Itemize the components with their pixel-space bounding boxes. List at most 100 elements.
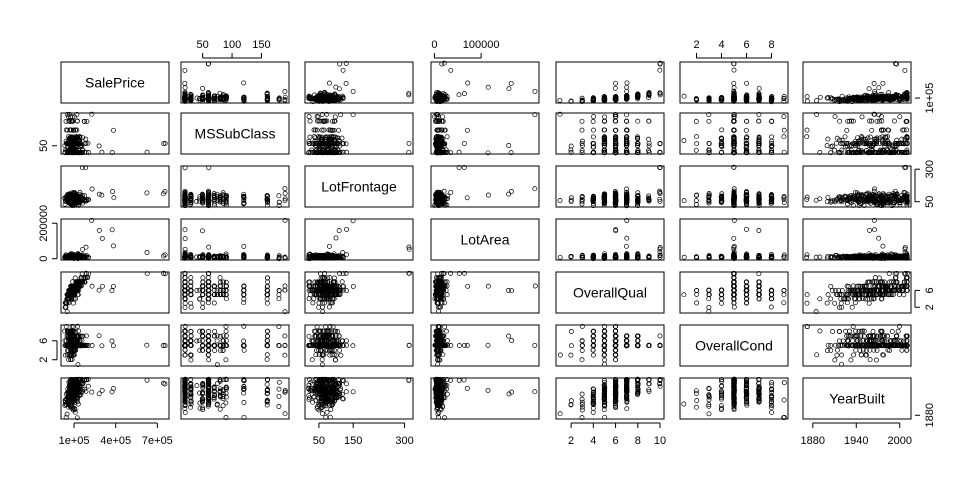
data-point (406, 140, 412, 146)
data-point (825, 194, 831, 200)
data-point (144, 190, 150, 196)
data-point (332, 98, 338, 103)
data-point (832, 114, 838, 120)
data-point (880, 80, 886, 86)
data-point (205, 96, 211, 102)
data-point (182, 92, 188, 98)
data-point (646, 140, 652, 146)
data-point (624, 84, 630, 90)
data-point (333, 84, 339, 90)
panel-saleprice-vs-lotfrontage (304, 61, 414, 105)
panel-saleprice-vs-saleprice: SalePrice (60, 61, 170, 104)
data-point (579, 127, 585, 133)
data-point (200, 96, 206, 102)
data-point (206, 94, 211, 99)
data-point (681, 93, 687, 99)
data-point (282, 98, 288, 103)
data-point (825, 136, 831, 142)
panel-lotfrontage-vs-lotarea (430, 164, 540, 209)
data-point (324, 94, 330, 100)
data-point (205, 61, 211, 67)
data-point (306, 95, 312, 101)
data-point (200, 85, 206, 91)
panel-saleprice-vs-mssubclass (180, 61, 290, 104)
data-point (332, 92, 338, 98)
data-point (214, 93, 220, 99)
data-point (96, 191, 102, 197)
data-point (624, 80, 630, 86)
data-point (706, 118, 712, 124)
data-point (804, 134, 810, 140)
data-point (241, 96, 247, 102)
data-point (223, 94, 229, 100)
data-point (313, 95, 318, 101)
panel-saleprice-vs-lotarea (430, 60, 540, 105)
data-point (876, 85, 882, 91)
data-point (781, 134, 787, 140)
data-point (307, 118, 313, 124)
data-point (624, 88, 630, 94)
data-point (694, 134, 699, 140)
data-point (343, 61, 349, 66)
data-point (590, 119, 596, 124)
data-point (276, 95, 282, 101)
data-point (892, 118, 897, 124)
data-point (485, 84, 491, 90)
data-point (866, 86, 872, 92)
data-point (693, 119, 699, 124)
data-point (212, 93, 218, 99)
data-point (197, 96, 203, 102)
data-point (646, 118, 652, 124)
panel-frame (180, 61, 290, 104)
data-point (693, 147, 699, 153)
data-point (306, 114, 312, 120)
panel-lotfrontage-vs-overallqual (555, 164, 665, 209)
data-point (211, 93, 217, 99)
data-point (817, 94, 823, 100)
data-point (756, 118, 762, 124)
data-point (844, 143, 850, 149)
data-point (99, 192, 105, 198)
data-point (461, 140, 467, 146)
data-point (506, 86, 512, 92)
data-point (465, 80, 471, 86)
data-point (602, 114, 608, 120)
data-point (756, 85, 762, 91)
panel-saleprice-vs-yearbuilt (802, 61, 912, 105)
data-point (464, 127, 470, 133)
data-point (532, 88, 538, 94)
data-point (743, 127, 749, 133)
data-point (311, 134, 317, 140)
panel-frame (60, 61, 170, 104)
data-point (902, 67, 908, 73)
data-point (657, 67, 663, 73)
panel-frame (430, 61, 540, 104)
diagonal-label-saleprice: SalePrice (85, 75, 145, 91)
data-point (612, 85, 618, 91)
data-point (869, 127, 875, 133)
data-point (842, 134, 848, 140)
data-point (406, 92, 412, 98)
panel-mssubclass-vs-mssubclass: MSSubClass (180, 112, 290, 155)
panel-saleprice-vs-overallqual (555, 60, 665, 104)
data-point (832, 147, 838, 153)
panel-lotfrontage-vs-lotfrontage: LotFrontage (304, 165, 414, 208)
data-point (613, 80, 618, 86)
data-point (264, 94, 270, 99)
data-point (744, 80, 750, 86)
data-point (339, 135, 345, 141)
data-point (182, 67, 188, 73)
data-point (336, 127, 341, 133)
data-point (804, 94, 810, 100)
data-point (323, 94, 329, 100)
data-point (719, 127, 725, 133)
data-point (282, 186, 288, 192)
panel-saleprice-vs-overallcond (679, 61, 789, 105)
data-point (182, 85, 188, 91)
data-point (217, 90, 223, 96)
data-point (343, 81, 349, 86)
data-point (828, 144, 834, 150)
data-point (111, 127, 116, 133)
